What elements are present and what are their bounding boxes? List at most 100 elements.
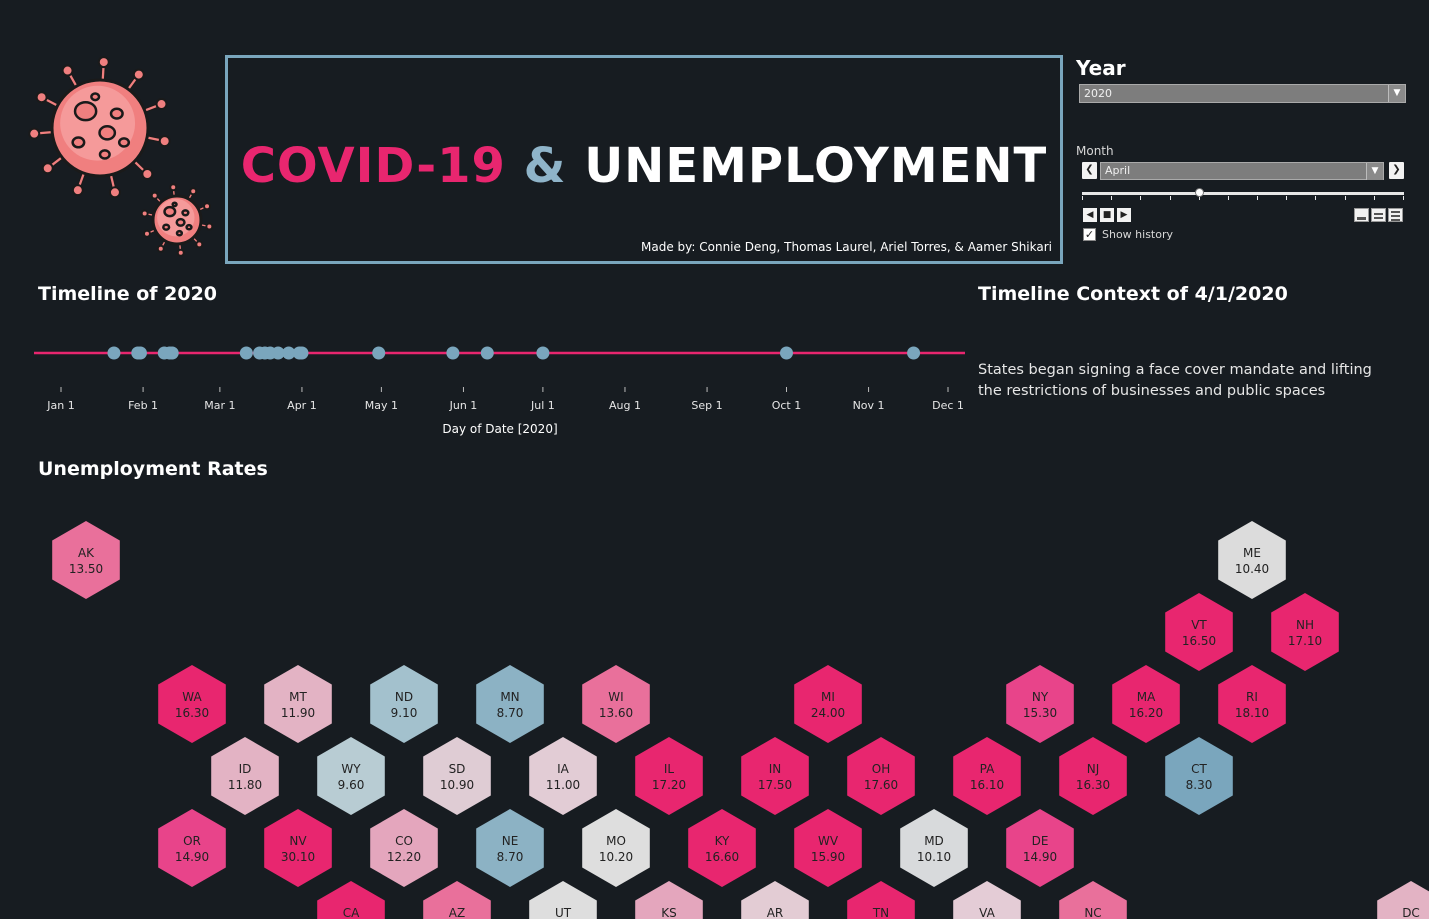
speed-slow-icon[interactable] [1354,208,1369,222]
year-dropdown[interactable]: 2020 ▼ [1079,84,1406,103]
hex-shape[interactable] [1218,521,1286,599]
hex-shape[interactable] [476,809,544,887]
state-hex-or[interactable]: OR 14.90 [158,809,226,887]
state-hex-me[interactable]: ME 10.40 [1218,521,1286,599]
state-hex-vt[interactable]: VT 16.50 [1165,593,1233,671]
timeline-event-point[interactable] [536,346,550,360]
state-hex-id[interactable]: ID 11.80 [211,737,279,815]
timeline-event-point[interactable] [446,346,460,360]
hex-shape[interactable] [847,737,915,815]
state-hex-ne[interactable]: NE 8.70 [476,809,544,887]
hex-shape[interactable] [635,881,703,919]
state-hex-dc[interactable]: DC [1377,881,1429,919]
state-hex-wv[interactable]: WV 15.90 [794,809,862,887]
hex-shape[interactable] [370,809,438,887]
state-hex-ut[interactable]: UT [529,881,597,919]
timeline-event-point[interactable] [372,346,386,360]
state-hex-mt[interactable]: MT 11.90 [264,665,332,743]
timeline-event-point[interactable] [907,346,921,360]
state-hex-va[interactable]: VA [953,881,1021,919]
timeline-event-point[interactable] [165,346,179,360]
hex-shape[interactable] [741,881,809,919]
play-button[interactable]: ▶ [1117,208,1131,222]
hex-shape[interactable] [1112,665,1180,743]
hex-shape[interactable] [741,737,809,815]
state-hex-il[interactable]: IL 17.20 [635,737,703,815]
state-hex-co[interactable]: CO 12.20 [370,809,438,887]
month-slider-thumb[interactable] [1195,188,1205,197]
hex-shape[interactable] [1377,881,1429,919]
hex-shape[interactable] [582,809,650,887]
hex-shape[interactable] [211,737,279,815]
hex-shape[interactable] [264,809,332,887]
step-back-button[interactable]: ◀ [1083,208,1097,222]
timeline-event-point[interactable] [480,346,494,360]
state-hex-wa[interactable]: WA 16.30 [158,665,226,743]
hex-shape[interactable] [423,881,491,919]
hex-shape[interactable] [423,737,491,815]
state-hex-nj[interactable]: NJ 16.30 [1059,737,1127,815]
hex-shape[interactable] [1059,737,1127,815]
hex-shape[interactable] [317,737,385,815]
hex-shape[interactable] [794,809,862,887]
state-hex-oh[interactable]: OH 17.60 [847,737,915,815]
state-hex-ar[interactable]: AR [741,881,809,919]
state-hex-mi[interactable]: MI 24.00 [794,665,862,743]
state-hex-ca[interactable]: CA [317,881,385,919]
state-hex-md[interactable]: MD 10.10 [900,809,968,887]
hex-shape[interactable] [1165,593,1233,671]
state-hex-ak[interactable]: AK 13.50 [52,521,120,599]
show-history-checkbox[interactable]: ✓ [1083,228,1096,241]
state-hex-sd[interactable]: SD 10.90 [423,737,491,815]
hex-shape[interactable] [158,809,226,887]
state-hex-mo[interactable]: MO 10.20 [582,809,650,887]
chevron-down-icon[interactable]: ▼ [1388,85,1405,102]
timeline-event-point[interactable] [133,346,147,360]
hex-shape[interactable] [158,665,226,743]
state-hex-pa[interactable]: PA 16.10 [953,737,1021,815]
hex-shape[interactable] [529,881,597,919]
hex-shape[interactable] [953,881,1021,919]
hex-shape[interactable] [635,737,703,815]
timeline-event-point[interactable] [295,346,309,360]
hex-shape[interactable] [1006,809,1074,887]
timeline-event-point[interactable] [282,346,296,360]
state-hex-ri[interactable]: RI 18.10 [1218,665,1286,743]
state-hex-nh[interactable]: NH 17.10 [1271,593,1339,671]
state-hex-ny[interactable]: NY 15.30 [1006,665,1074,743]
hex-shape[interactable] [529,737,597,815]
state-hex-az[interactable]: AZ [423,881,491,919]
state-hex-ct[interactable]: CT 8.30 [1165,737,1233,815]
hex-shape[interactable] [1218,665,1286,743]
month-slider[interactable] [1082,192,1404,200]
state-hex-ia[interactable]: IA 11.00 [529,737,597,815]
hex-shape[interactable] [1059,881,1127,919]
speed-fast-icon[interactable] [1388,208,1403,222]
hex-shape[interactable] [1165,737,1233,815]
hex-shape[interactable] [370,665,438,743]
stop-button[interactable]: ■ [1100,208,1114,222]
timeline-event-point[interactable] [271,346,285,360]
hex-shape[interactable] [688,809,756,887]
state-hex-nv[interactable]: NV 30.10 [264,809,332,887]
timeline-event-point[interactable] [779,346,793,360]
hex-shape[interactable] [900,809,968,887]
state-hex-mn[interactable]: MN 8.70 [476,665,544,743]
hex-shape[interactable] [1006,665,1074,743]
hex-shape[interactable] [582,665,650,743]
hex-shape[interactable] [52,521,120,599]
month-next-button[interactable]: ❯ [1389,162,1404,179]
state-hex-ks[interactable]: KS [635,881,703,919]
chevron-down-icon[interactable]: ▼ [1366,163,1383,180]
timeline-event-point[interactable] [107,346,121,360]
hex-shape[interactable] [953,737,1021,815]
hex-shape[interactable] [847,881,915,919]
state-hex-ma[interactable]: MA 16.20 [1112,665,1180,743]
hex-shape[interactable] [264,665,332,743]
state-hex-wy[interactable]: WY 9.60 [317,737,385,815]
timeline-event-point[interactable] [239,346,253,360]
hex-shape[interactable] [476,665,544,743]
hex-shape[interactable] [317,881,385,919]
state-hex-de[interactable]: DE 14.90 [1006,809,1074,887]
state-hex-nd[interactable]: ND 9.10 [370,665,438,743]
